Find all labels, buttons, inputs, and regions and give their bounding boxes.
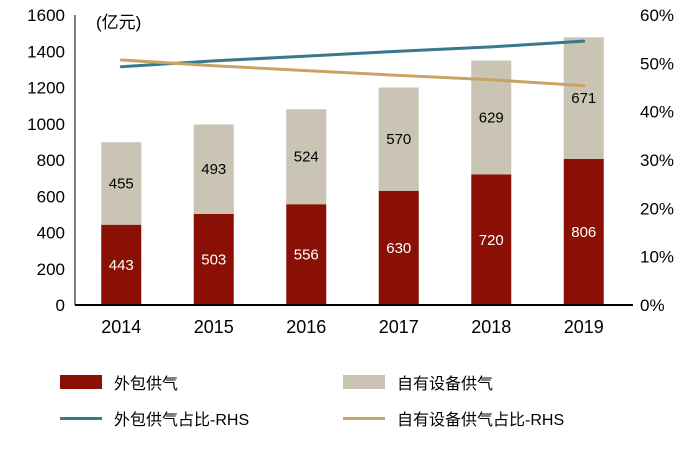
legend-swatch-outsourced-share-rhs (60, 416, 102, 420)
bar-segment (193, 213, 234, 305)
legend: 外包供气 自有设备供气 外包供气占比-RHS 自有设备供气占比-RHS (60, 372, 565, 429)
bar-value-label: 455 (109, 175, 134, 192)
bar-segment (563, 158, 604, 305)
bar-segment (471, 174, 512, 305)
left-axis-tick-label: 800 (37, 151, 65, 170)
legend-label: 外包供气 (114, 376, 179, 393)
bar-segment (378, 190, 419, 305)
x-axis-tick-label: 2019 (564, 317, 604, 337)
right-axis-tick-label: 30% (640, 151, 674, 170)
bar-value-label: 503 (201, 251, 226, 268)
legend-item-own-equipment-share-rhs: 自有设备供气占比-RHS (343, 408, 565, 429)
line-series (119, 58, 586, 88)
legend-label: 自有设备供气占比-RHS (397, 412, 565, 429)
left-axis-tick-label: 400 (37, 224, 65, 243)
bar-value-label: 630 (386, 240, 411, 257)
x-axis-tick-label: 2015 (194, 317, 234, 337)
x-axis-tick-label: 2016 (286, 317, 326, 337)
left-axis-tick-label: 1400 (27, 42, 65, 61)
left-axis-tick-label: 0 (56, 296, 65, 315)
right-axis-tick-label: 10% (640, 248, 674, 267)
bar-value-label: 570 (386, 131, 411, 148)
bar-value-label: 806 (571, 224, 596, 241)
x-axis-tick-label: 2017 (379, 317, 419, 337)
right-axis-tick-label: 20% (640, 199, 674, 218)
chart-plot: 0 200 400 600 800 1000 1200 1400 1600 0% 10% 20% 30%… (27, 6, 674, 337)
left-axis-tick-label: 200 (37, 260, 65, 279)
bar-segment (101, 224, 142, 305)
line-series (119, 39, 586, 69)
legend-item-outsourced-share-rhs: 外包供气占比-RHS (60, 408, 343, 429)
right-axis-tick-label: 40% (640, 103, 674, 122)
left-axis-tick-label: 600 (37, 187, 65, 206)
legend-swatch-outsourced-supply (60, 375, 102, 389)
bar-value-label: 524 (294, 149, 319, 166)
bar-value-label: 493 (201, 161, 226, 178)
bar-segment (286, 204, 327, 305)
legend-swatch-own-equipment-share-rhs (343, 416, 385, 420)
x-axis-tick-label: 2018 (471, 317, 511, 337)
bar-value-label: 720 (479, 232, 504, 249)
legend-item-outsourced-supply: 外包供气 (60, 372, 343, 393)
bar-value-label: 443 (109, 257, 134, 274)
bar-segment (286, 109, 327, 205)
legend-swatch-own-equipment-supply (343, 375, 385, 389)
left-axis-tick-label: 1600 (27, 6, 65, 25)
right-axis-tick-label: 60% (640, 6, 674, 25)
bar-segment (193, 124, 234, 214)
bar-value-label: 671 (571, 90, 596, 107)
right-axis-tick-label: 0% (640, 296, 665, 315)
bar-value-label: 629 (479, 109, 504, 126)
bar-value-label: 556 (294, 247, 319, 264)
left-axis-tick-label: 1000 (27, 115, 65, 134)
legend-item-own-equipment-supply: 自有设备供气 (343, 372, 564, 393)
right-axis-tick-label: 50% (640, 54, 674, 73)
bar-segment (563, 37, 604, 159)
left-axis-tick-label: 1200 (27, 79, 65, 98)
bar-segment (378, 87, 419, 191)
legend-label: 外包供气占比-RHS (114, 412, 250, 429)
x-axis-tick-label: 2014 (101, 317, 141, 337)
legend-label: 自有设备供气 (397, 376, 494, 393)
left-axis-title: (亿元) (96, 13, 142, 32)
bar-segment (101, 142, 142, 225)
